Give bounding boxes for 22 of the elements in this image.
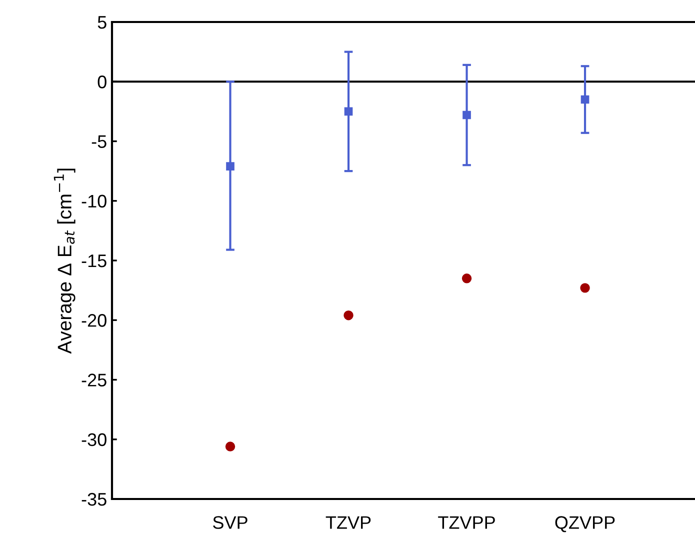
y-tick-label: -15 [82,254,106,268]
x-tick-label: QZVPP [555,516,615,532]
x-tick-label: TZVP [326,516,371,529]
point [580,95,590,104]
x-tick-label: SVP [213,516,248,529]
point [344,310,354,320]
y-tick-label: -10 [82,194,106,208]
y-tick-label: -25 [82,374,106,386]
y-tick-label: 0 [98,76,106,88]
y-tick-label: -20 [82,314,106,327]
point [225,442,236,452]
point [344,107,353,116]
y-axis-title: Average Δ E$_{at}$ [cm$^{−1}$] [54,168,76,354]
point [226,162,234,170]
y-tick-label: -35 [82,492,106,506]
point [462,274,472,284]
x-tick-label: TZVPP [438,516,495,529]
point [462,110,471,120]
point [580,283,590,293]
y-tick-label: 5 [98,16,106,29]
y-tick-label: -30 [82,433,106,446]
y-tick-label: -5 [92,135,106,148]
